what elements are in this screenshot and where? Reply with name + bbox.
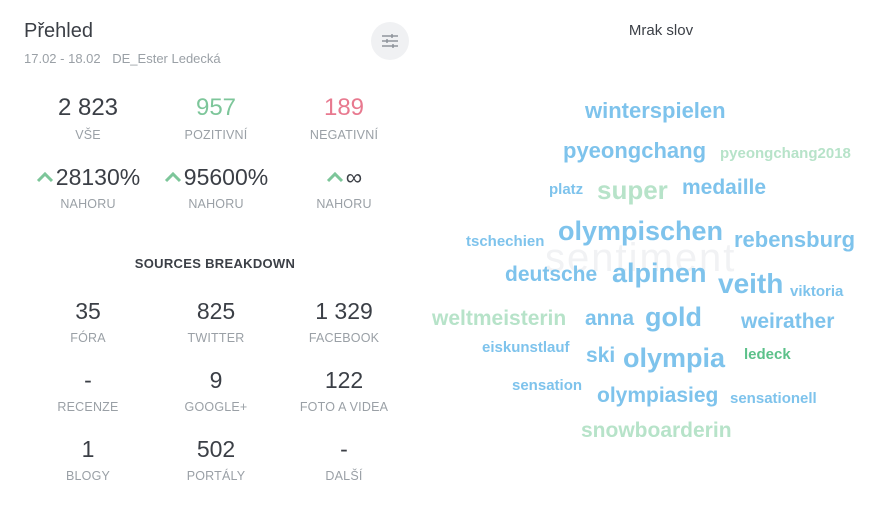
cloud-word[interactable]: olympia — [623, 343, 726, 373]
word-cloud-title: Mrak slov — [628, 22, 694, 39]
source-value: 35 — [75, 298, 101, 324]
sources-breakdown-title: SOURCES BREAKDOWN — [134, 256, 296, 271]
trend-total: 28130% NAHORU — [24, 163, 152, 211]
stat-total-value: 2 823 — [57, 94, 119, 121]
source-value: 1 329 — [315, 298, 373, 324]
cloud-word[interactable]: olympischen — [558, 216, 724, 246]
stat-negative: 189 NEGATIVNÍ — [280, 94, 408, 142]
source-google-plus: 9 GOOGLE+ — [152, 366, 280, 414]
trend-total-value: 28130% — [55, 164, 141, 190]
chevron-up-icon — [164, 171, 181, 183]
source-label: PORTÁLY — [186, 469, 246, 483]
chevron-up-icon — [326, 171, 343, 183]
stat-negative-label: NEGATIVNÍ — [309, 128, 379, 142]
stat-total-label: VŠE — [75, 128, 101, 142]
source-other: - DALŠÍ — [280, 435, 408, 483]
source-label: RECENZE — [57, 400, 119, 414]
stat-positive-label: POZITIVNÍ — [184, 128, 248, 142]
trend-negative-value: ∞ — [345, 164, 363, 190]
stat-positive-value: 957 — [195, 94, 237, 121]
chevron-up-icon — [36, 171, 53, 183]
trend-negative: ∞ NAHORU — [280, 163, 408, 211]
cloud-word[interactable]: super — [597, 175, 668, 205]
source-value: 122 — [324, 367, 364, 393]
source-label: FOTO A VIDEA — [299, 400, 389, 414]
cloud-word[interactable]: alpinen — [612, 258, 707, 288]
cloud-word[interactable]: pyeongchang — [563, 138, 707, 163]
trend-negative-label: NAHORU — [316, 197, 372, 211]
trend-positive-label: NAHORU — [188, 197, 244, 211]
source-value: - — [84, 367, 92, 393]
source-forums: 35 FÓRA — [24, 297, 152, 345]
cloud-word[interactable]: medaille — [682, 176, 767, 199]
cloud-word[interactable]: weltmeisterin — [432, 307, 567, 330]
source-reviews: - RECENZE — [24, 366, 152, 414]
stat-positive: 957 POZITIVNÍ — [152, 94, 280, 142]
source-photo-video: 122 FOTO A VIDEA — [280, 366, 408, 414]
sliders-icon — [382, 34, 398, 48]
stat-total: 2 823 VŠE — [24, 94, 152, 142]
source-blogs: 1 BLOGY — [24, 435, 152, 483]
cloud-word[interactable]: rebensburg — [734, 227, 856, 252]
source-label: BLOGY — [65, 469, 111, 483]
source-label: GOOGLE+ — [184, 400, 248, 414]
overview-panel: Přehled 17.02 - 18.02 DE_Ester Ledecká 2… — [0, 0, 430, 519]
source-value: 1 — [81, 436, 95, 462]
cloud-word[interactable]: sensation — [512, 377, 583, 394]
cloud-word[interactable]: eiskunstlauf — [482, 339, 570, 356]
cloud-word[interactable]: weirather — [741, 310, 835, 333]
word-cloud-watermark: sentiment — [545, 236, 737, 280]
cloud-word[interactable]: deutsche — [505, 263, 598, 286]
overview-title: Přehled — [24, 20, 93, 42]
cloud-word[interactable]: anna — [585, 307, 635, 330]
cloud-word[interactable]: snowboarderin — [581, 419, 732, 442]
trend-positive-value: 95600% — [183, 164, 269, 190]
source-value: - — [340, 436, 348, 462]
cloud-word[interactable]: gold — [645, 302, 702, 332]
date-range: 17.02 - 18.02 — [24, 51, 101, 66]
cloud-word[interactable]: ski — [586, 344, 616, 367]
source-value: 9 — [209, 367, 223, 393]
source-twitter: 825 TWITTER — [152, 297, 280, 345]
profile-name: DE_Ester Ledecká — [112, 51, 221, 66]
overview-subtitle: 17.02 - 18.02 DE_Ester Ledecká — [24, 51, 229, 66]
source-value: 825 — [196, 298, 236, 324]
source-label: DALŠÍ — [325, 469, 363, 483]
source-portals: 502 PORTÁLY — [152, 435, 280, 483]
cloud-word[interactable]: ledeck — [744, 346, 791, 363]
source-label: FACEBOOK — [308, 331, 380, 345]
cloud-word[interactable]: viktoria — [790, 283, 844, 300]
cloud-word[interactable]: winterspielen — [585, 98, 726, 123]
trend-total-label: NAHORU — [60, 197, 116, 211]
source-label: TWITTER — [187, 331, 245, 345]
cloud-word[interactable]: sensationell — [730, 390, 817, 407]
word-cloud-panel: Mrak slov — [430, 0, 892, 519]
filter-settings-button[interactable] — [371, 22, 409, 60]
source-facebook: 1 329 FACEBOOK — [280, 297, 408, 345]
cloud-word[interactable]: pyeongchang2018 — [720, 145, 851, 162]
source-label: FÓRA — [70, 331, 106, 345]
source-value: 502 — [196, 436, 236, 462]
cloud-word[interactable]: veith — [718, 268, 784, 299]
cloud-word[interactable]: tschechien — [466, 233, 545, 250]
trend-positive: 95600% NAHORU — [152, 163, 280, 211]
stat-negative-value: 189 — [323, 94, 365, 121]
cloud-word[interactable]: platz — [549, 181, 584, 198]
cloud-word[interactable]: olympiasieg — [597, 384, 719, 407]
